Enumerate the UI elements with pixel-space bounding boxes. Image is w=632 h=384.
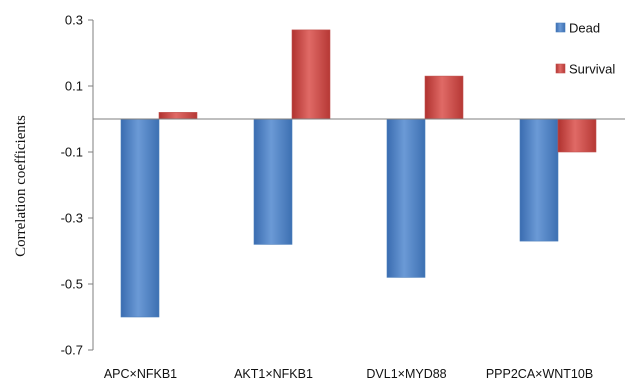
x-category-label: APC×NFKB1 [104, 367, 177, 381]
y-tick-label: -0.3 [61, 211, 83, 226]
bar-dead-2 [386, 118, 426, 278]
plot-area: 0.3 0.1 -0.1 -0.3 -0.5 -0.7 APC×NFKB1 AKT1×NFKB… [61, 13, 625, 381]
y-tick-label: 0.3 [65, 13, 83, 28]
legend-label-survival: Survival [569, 62, 615, 77]
legend-label-dead: Dead [569, 21, 600, 36]
y-tick-label: 0.1 [65, 79, 83, 94]
legend: Dead Survival [555, 21, 615, 77]
bar-survival-3 [557, 118, 597, 153]
bar-survival-1 [291, 29, 331, 120]
x-category-label: PPP2CA×WNT10B [486, 367, 593, 381]
y-tick-label: -0.5 [61, 277, 83, 292]
bar-survival-2 [424, 75, 464, 120]
bar-dead-0 [120, 118, 160, 318]
y-tick-label: -0.1 [61, 145, 83, 160]
legend-swatch-survival [555, 63, 566, 74]
x-category-label: AKT1×NFKB1 [234, 367, 313, 381]
y-axis-label: Correlation coefficients [13, 115, 29, 257]
y-tick-label: -0.7 [61, 343, 83, 358]
legend-swatch-dead [555, 22, 566, 33]
x-category-label: DVL1×MYD88 [366, 367, 446, 381]
bar-survival-0 [158, 112, 198, 120]
bar-dead-3 [519, 118, 559, 242]
bar-dead-1 [253, 118, 293, 245]
